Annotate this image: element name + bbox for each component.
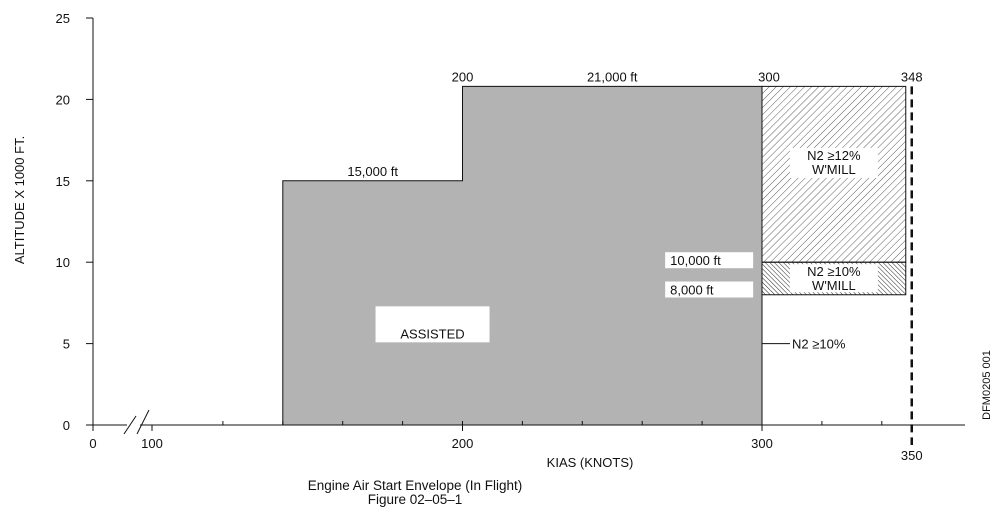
x-axis-label: KIAS (KNOTS) bbox=[547, 455, 634, 470]
annotation-box bbox=[665, 252, 754, 269]
annotation-label: 348 bbox=[901, 69, 923, 84]
y-axis-label: ALTITUDE X 1000 FT. bbox=[12, 136, 27, 264]
y-tick-label: 0 bbox=[63, 418, 70, 433]
x-tick-label: 200 bbox=[452, 436, 474, 451]
annotation-label: 200 bbox=[452, 69, 474, 84]
region-label-box bbox=[789, 264, 878, 293]
region-label-starter-assisted: ASSISTED bbox=[400, 326, 464, 341]
region-label-n2-12-windmill: W'MILL bbox=[812, 162, 856, 177]
y-tick-label: 20 bbox=[56, 92, 70, 107]
axis-ticks: 0 5 10 15 20 25 0 100 200 300 350 bbox=[56, 11, 923, 463]
region-label-n2-12-windmill: N2 ≥12% bbox=[807, 148, 861, 163]
annotation-label: 300 bbox=[758, 69, 780, 84]
region-label-n2-10-windmill: W'MILL bbox=[812, 278, 856, 293]
x-tick-label: 0 bbox=[89, 436, 96, 451]
axes bbox=[92, 18, 965, 445]
annotation-label: 15,000 ft bbox=[347, 164, 398, 179]
y-tick-label: 15 bbox=[56, 174, 70, 189]
y-tick-label: 5 bbox=[63, 337, 70, 352]
x-tick-label: 100 bbox=[141, 436, 163, 451]
chart-title: Engine Air Start Envelope (In Flight) bbox=[308, 478, 523, 493]
side-code: DFM0205 001 bbox=[981, 350, 993, 420]
altitude-annotation: 10,000 ft bbox=[670, 253, 721, 268]
x-tick-label: 350 bbox=[901, 448, 923, 463]
region-label-box bbox=[375, 306, 490, 343]
annotation-box bbox=[665, 281, 754, 298]
n2-annotation: N2 ≥10% bbox=[792, 337, 846, 352]
x-tick-label: 300 bbox=[751, 436, 773, 451]
x-axis-break-mark bbox=[136, 409, 150, 435]
annotations: 15,000 ft 21,000 ft 200 300 348 10,000 ft 8,00… bbox=[347, 69, 922, 351]
annotation-label: 21,000 ft bbox=[587, 69, 638, 84]
y-tick-label: 25 bbox=[56, 11, 70, 26]
x-axis-break-mark bbox=[123, 415, 137, 435]
chart-figure-number: Figure 02–05–1 bbox=[368, 492, 463, 507]
altitude-annotation: 8,000 ft bbox=[670, 283, 714, 298]
region-label-box bbox=[789, 147, 878, 178]
region-label-n2-10-windmill: N2 ≥10% bbox=[807, 264, 861, 279]
y-tick-label: 10 bbox=[56, 255, 70, 270]
